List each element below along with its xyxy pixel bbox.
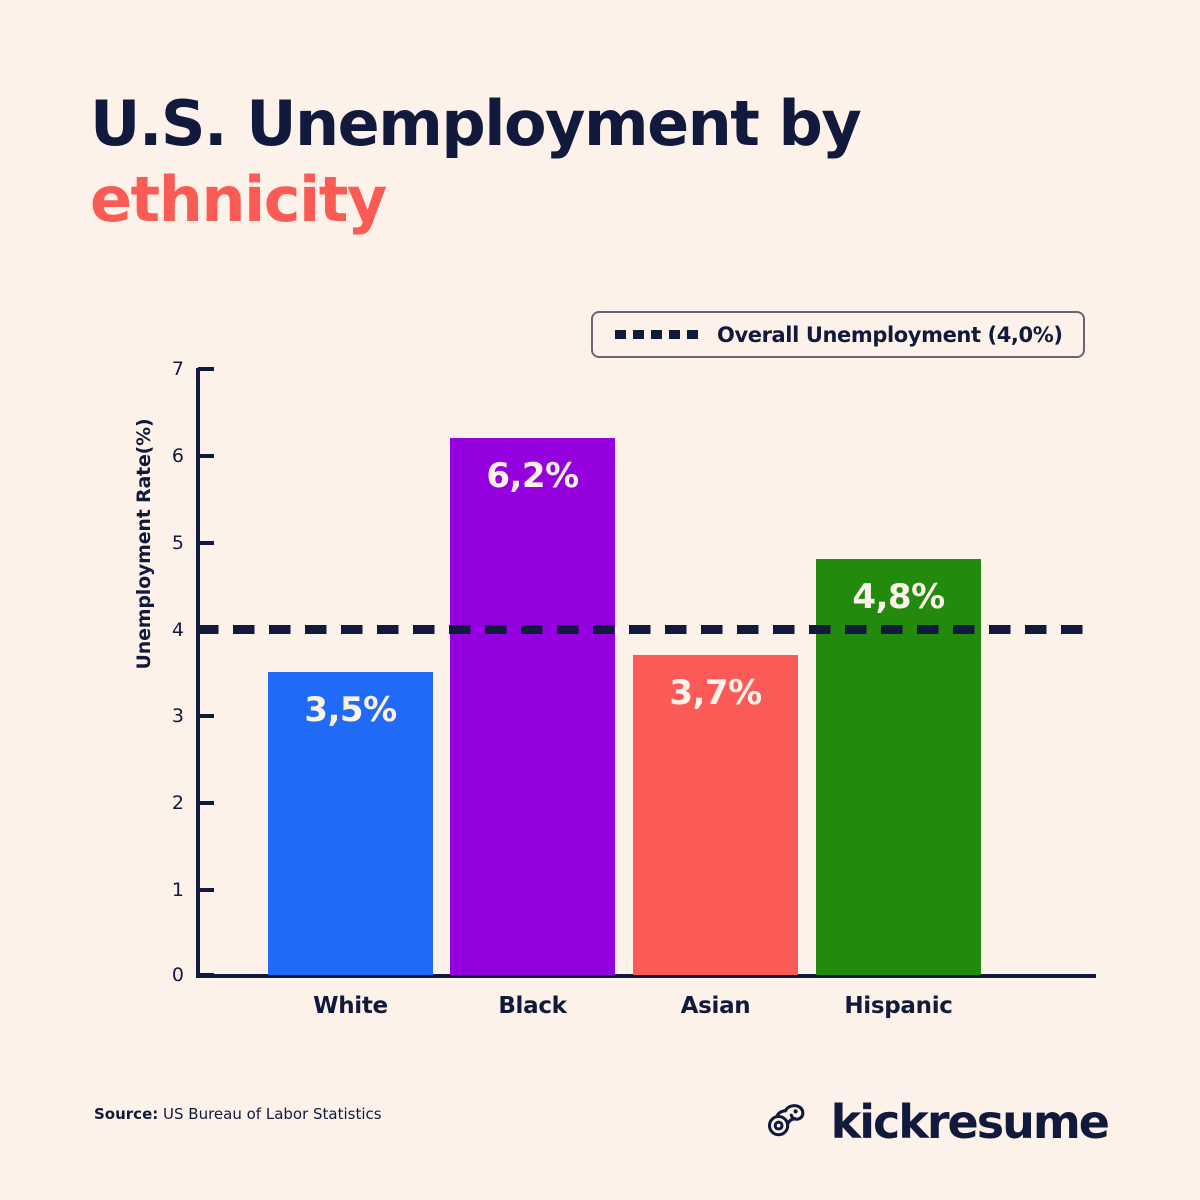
y-tick-mark (198, 801, 214, 805)
source-note: Source: US Bureau of Labor Statistics (94, 1105, 382, 1123)
bar-hispanic[interactable]: 4,8% (816, 559, 981, 975)
brand-name: kickresume (830, 1094, 1110, 1149)
y-tick-mark (198, 888, 214, 892)
x-tick-label-hispanic: Hispanic (844, 993, 953, 1019)
y-tick-label: 5 (171, 532, 184, 554)
bar-white[interactable]: 3,5% (268, 672, 433, 975)
title-line-accent: ethnicity (90, 163, 387, 236)
y-tick-mark (198, 367, 214, 371)
legend-label: Overall Unemployment (4,0%) (717, 322, 1063, 347)
y-tick-label: 4 (171, 619, 184, 641)
y-tick-mark (198, 541, 214, 545)
bar-black[interactable]: 6,2% (450, 438, 615, 975)
y-tick-label: 1 (171, 879, 184, 901)
dashed-line-icon (615, 330, 699, 339)
page-title: U.S. Unemployment by ethnicity (90, 86, 990, 238)
chart-legend[interactable]: Overall Unemployment (4,0%) (591, 311, 1085, 358)
y-tick-label: 3 (171, 705, 184, 727)
bar-asian[interactable]: 3,7% (633, 655, 798, 975)
overall-unemployment-reference-line (197, 624, 1086, 634)
bar-value-label: 3,5% (304, 690, 397, 730)
y-tick-mark (198, 714, 214, 718)
brand-logo[interactable]: kickresume (765, 1093, 1110, 1150)
y-tick-mark (198, 973, 214, 977)
bar-value-label: 3,7% (669, 673, 762, 713)
y-axis-spine (196, 368, 200, 978)
title-line-primary: U.S. Unemployment by (90, 87, 862, 160)
bar-value-label: 4,8% (852, 577, 945, 617)
source-label: Source: (94, 1105, 159, 1123)
x-tick-label-white: White (313, 993, 388, 1019)
source-value: US Bureau of Labor Statistics (158, 1105, 382, 1123)
bar-value-label: 6,2% (486, 456, 579, 496)
y-tick-label: 2 (171, 792, 184, 814)
y-tick-mark (198, 454, 214, 458)
x-tick-label-black: Black (498, 993, 567, 1019)
y-tick-label: 0 (171, 964, 184, 986)
y-tick-label: 7 (171, 358, 184, 380)
x-tick-label-asian: Asian (680, 993, 751, 1019)
y-tick-label: 6 (171, 445, 184, 467)
kickresume-chameleon-icon (765, 1093, 817, 1150)
x-axis-spine (196, 974, 1096, 978)
